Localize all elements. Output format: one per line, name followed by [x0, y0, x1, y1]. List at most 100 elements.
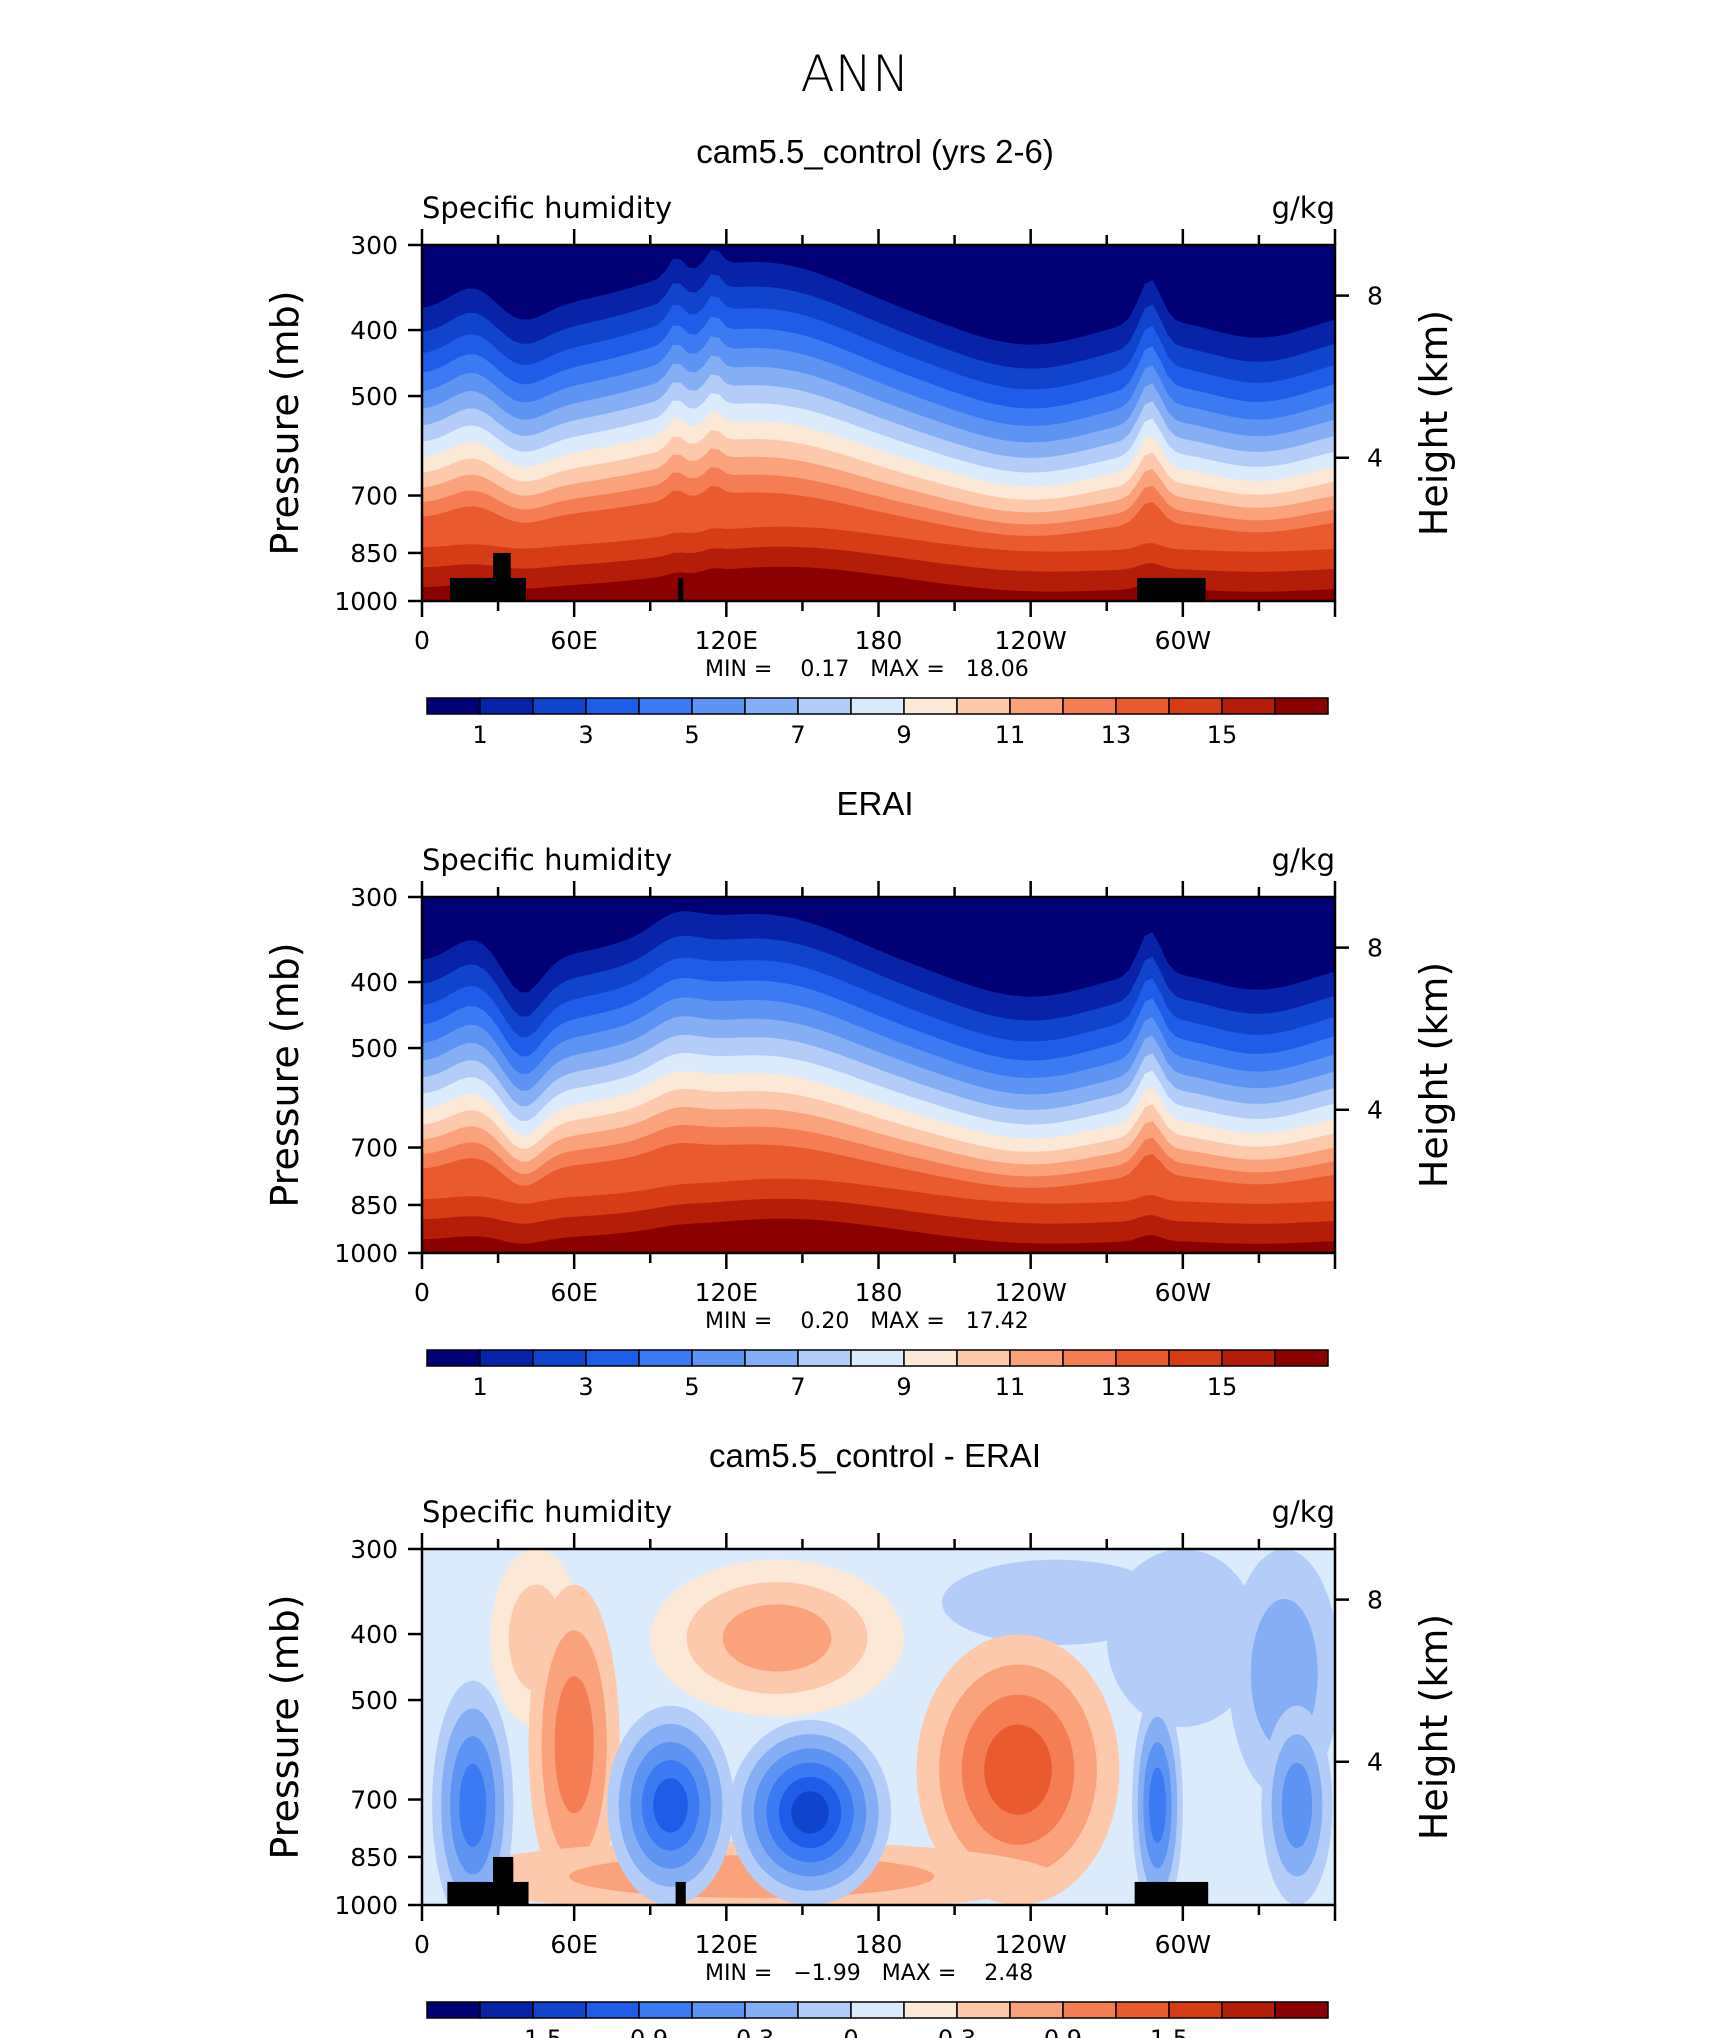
contour-fill	[422, 1549, 1335, 1905]
colorbar-label: 5	[684, 1373, 699, 1401]
colorbar-swatch	[479, 697, 534, 715]
panel-diff: cam5.5_control - ERAI3004005007008501000…	[263, 1437, 1456, 2038]
y-right-tick-label: 8	[1367, 282, 1383, 311]
y-right-axis-title: Height (km)	[1412, 310, 1456, 536]
contour-region	[1281, 1762, 1313, 1849]
x-tick-label: 0	[414, 1930, 430, 1959]
colorbar-label: −0.3	[716, 2025, 774, 2038]
colorbar-swatch	[479, 2001, 534, 2019]
contour-region	[459, 1763, 487, 1847]
contour-region	[653, 1778, 688, 1833]
y-tick-label: 1000	[334, 587, 398, 616]
x-tick-label: 60E	[550, 626, 598, 655]
colorbar-swatch	[1274, 2001, 1329, 2019]
x-tick-label: 180	[855, 1278, 903, 1307]
contour-fill	[422, 245, 1335, 601]
colorbar-swatch	[1221, 697, 1276, 715]
y-tick-label: 850	[350, 539, 398, 568]
variable-label: Specific humidity	[422, 191, 672, 225]
y-right-tick-label: 4	[1367, 1096, 1383, 1125]
land-mask	[449, 577, 526, 601]
colorbar-label: 11	[995, 1373, 1026, 1401]
colorbar-label: 11	[995, 721, 1026, 749]
y-tick-label: 1000	[334, 1891, 398, 1920]
colorbar-swatch	[1274, 697, 1329, 715]
x-tick-label: 60E	[550, 1930, 598, 1959]
x-tick-label: 0	[414, 626, 430, 655]
colorbar-swatch	[1062, 697, 1117, 715]
colorbar-swatch	[426, 1349, 481, 1367]
colorbar-label: 0.9	[1044, 2025, 1082, 2038]
colorbar-swatch	[1115, 697, 1170, 715]
colorbar-label: 13	[1101, 721, 1132, 749]
colorbar-swatch	[1009, 1349, 1064, 1367]
y-tick-label: 850	[350, 1843, 398, 1872]
y-tick-label: 400	[350, 316, 398, 345]
colorbar-label: 7	[790, 1373, 805, 1401]
panel-title: cam5.5_control - ERAI	[709, 1437, 1041, 1474]
y-tick-label: 700	[350, 1134, 398, 1163]
colorbar-swatch	[1009, 697, 1064, 715]
x-tick-label: 120W	[994, 626, 1066, 655]
land-mask	[1134, 1881, 1209, 1905]
land-mask	[675, 1881, 686, 1905]
x-tick-label: 120W	[994, 1930, 1066, 1959]
colorbar-swatch	[638, 1349, 693, 1367]
colorbar-swatch	[850, 697, 905, 715]
x-tick-label: 180	[855, 626, 903, 655]
colorbar-label: 1.5	[1150, 2025, 1188, 2038]
y-axis-title: Pressure (mb)	[263, 942, 307, 1207]
colorbar-swatch	[744, 1349, 799, 1367]
colorbar-swatch	[797, 2001, 852, 2019]
x-tick-label: 60W	[1155, 1930, 1212, 1959]
x-tick-label: 60E	[550, 1278, 598, 1307]
land-mask	[1137, 577, 1206, 601]
colorbar-swatch	[1168, 697, 1223, 715]
contour-region	[554, 1676, 594, 1814]
colorbar-swatch	[532, 697, 587, 715]
y-right-tick-label: 4	[1367, 444, 1383, 473]
colorbar-swatch	[1062, 1349, 1117, 1367]
y-tick-label: 400	[350, 968, 398, 997]
y-tick-label: 500	[350, 382, 398, 411]
colorbar-swatch	[744, 2001, 799, 2019]
colorbar-swatch	[903, 1349, 958, 1367]
min-max-label: MIN = 0.17 MAX = 18.06	[705, 657, 1029, 682]
min-max-label: MIN = 0.20 MAX = 17.42	[705, 1309, 1029, 1334]
colorbar-swatch	[691, 2001, 746, 2019]
panel-model: cam5.5_control (yrs 2-6)3004005007008501…	[263, 133, 1456, 749]
colorbar-label: −1.5	[504, 2025, 562, 2038]
colorbar-label: 5	[684, 721, 699, 749]
colorbar-swatch	[638, 697, 693, 715]
colorbar-label: 0	[843, 2025, 858, 2038]
colorbar-label: 1	[472, 1373, 487, 1401]
colorbar-swatch	[850, 2001, 905, 2019]
contour-region	[941, 1559, 1171, 1646]
colorbar-label: 13	[1101, 1373, 1132, 1401]
contour-region	[1149, 1767, 1166, 1844]
colorbar-swatch	[956, 697, 1011, 715]
colorbar-label: 15	[1207, 721, 1238, 749]
colorbar-swatch	[585, 1349, 640, 1367]
x-tick-label: 120E	[695, 1278, 759, 1307]
x-tick-label: 60W	[1155, 1278, 1212, 1307]
colorbar-swatch	[1115, 1349, 1170, 1367]
colorbar-swatch	[532, 1349, 587, 1367]
units-label: g/kg	[1272, 1495, 1335, 1529]
colorbar-swatch	[903, 2001, 958, 2019]
colorbar-swatch	[1221, 2001, 1276, 2019]
y-axis-title: Pressure (mb)	[263, 290, 307, 555]
y-right-tick-label: 4	[1367, 1748, 1383, 1777]
units-label: g/kg	[1272, 191, 1335, 225]
y-right-tick-label: 8	[1367, 934, 1383, 963]
colorbar-label: −0.9	[610, 2025, 668, 2038]
y-tick-label: 700	[350, 482, 398, 511]
colorbar-swatch	[1274, 1349, 1329, 1367]
colorbar-swatch	[850, 1349, 905, 1367]
colorbar-label: 9	[896, 721, 911, 749]
colorbar-swatch	[638, 2001, 693, 2019]
panel-title: ERAI	[836, 785, 913, 822]
contour-fill	[422, 897, 1335, 1253]
variable-label: Specific humidity	[422, 1495, 672, 1529]
